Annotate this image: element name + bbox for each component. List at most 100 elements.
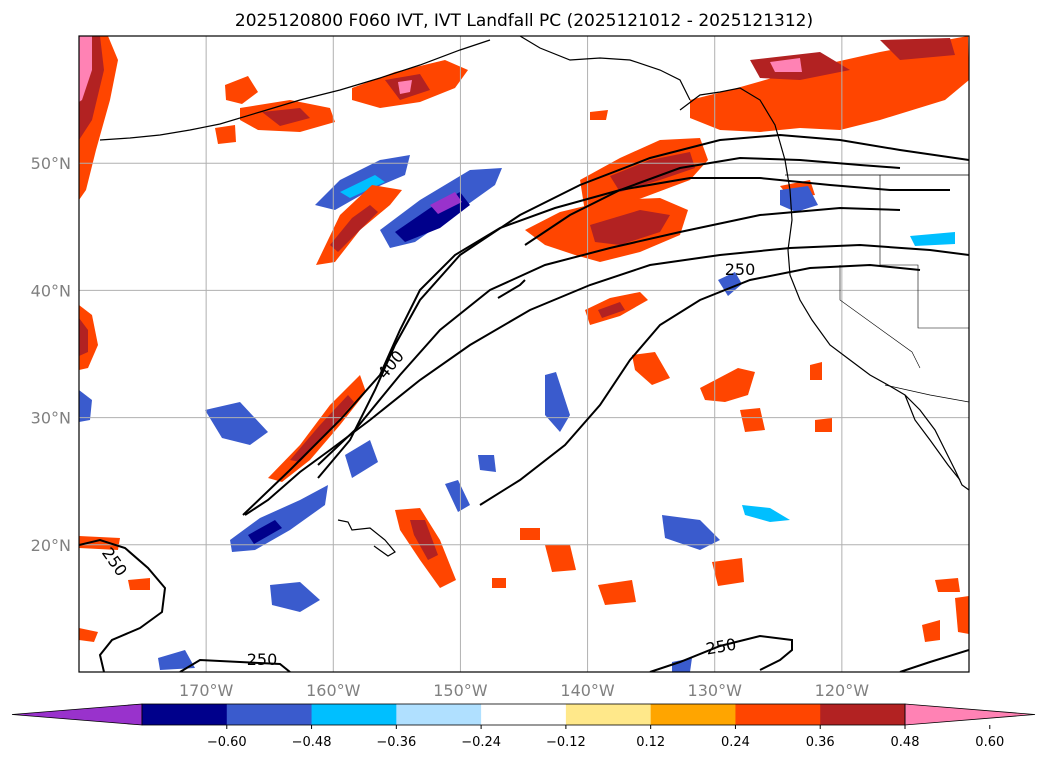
- coast-north-america: [679, 87, 969, 491]
- lon-label: 160°W: [306, 681, 361, 700]
- fill-pos-n: [128, 578, 150, 590]
- fill-nc-c3: [398, 80, 412, 94]
- fill-neg-d: [718, 272, 742, 296]
- lat-label: 20°N: [31, 536, 71, 555]
- fill-neg-f: [545, 372, 570, 432]
- lat-label: 30°N: [31, 409, 71, 428]
- colorbar-tick-label: −0.48: [292, 735, 332, 750]
- colorbar-tick-label: 0.12: [636, 735, 665, 750]
- contour-250-lower: [479, 263, 921, 506]
- fill-neg-p: [910, 232, 955, 246]
- map-frame: [78, 35, 970, 673]
- fill-left-bottom-positive: [79, 628, 98, 642]
- fill-pos-l: [955, 596, 969, 634]
- contour-400: [317, 133, 969, 479]
- fill-nc-a: [225, 76, 258, 104]
- fill-pos-b2: [290, 395, 354, 462]
- colorbar-tick-label: 0.48: [891, 735, 920, 750]
- fill-pos-j: [520, 528, 540, 540]
- fill-left-negative: [79, 390, 92, 422]
- fill-pos-d: [632, 352, 670, 385]
- colorbar-segment: [565, 704, 652, 725]
- fill-left-edge-peak: [79, 36, 92, 102]
- fill-neg-b3: [430, 192, 462, 214]
- lon-label: 130°W: [688, 681, 743, 700]
- coast-alaska-sw: [519, 36, 691, 101]
- fill-neg-j2: [248, 520, 282, 544]
- fill-neg-m: [742, 505, 790, 522]
- fill-neg-i: [345, 440, 378, 478]
- map-panel: 400 250 250 250 250: [79, 36, 969, 672]
- colorbar-tick-label: −0.12: [546, 735, 586, 750]
- fill-neg-g: [478, 455, 496, 472]
- coast-hawaii: [337, 519, 396, 557]
- lat-label: 40°N: [31, 281, 71, 300]
- contour-250-se: [649, 634, 793, 672]
- fill-ar-lower-high: [598, 302, 625, 318]
- contour-250-outer-top: [524, 156, 901, 246]
- colorbar-segment: [650, 704, 736, 725]
- contour-250-se-right: [899, 649, 969, 672]
- colorbar-segment: [735, 704, 821, 725]
- latitude-labels: 50°N 40°N 30°N 20°N: [31, 154, 71, 555]
- contour-250-upper: [242, 177, 950, 516]
- fill-pos-m: [935, 578, 960, 592]
- coastlines: [99, 36, 969, 557]
- lon-label: 140°W: [560, 681, 615, 700]
- fill-left-mid-high: [79, 318, 88, 356]
- coast-border-mx: [884, 384, 969, 403]
- fill-nc-b2: [262, 108, 310, 126]
- fill-neg-e: [205, 402, 268, 445]
- coast-aleutians: [99, 39, 491, 141]
- contour-250-tail: [497, 279, 526, 299]
- fill-pos-a2: [330, 205, 378, 252]
- lon-label: 120°W: [815, 681, 870, 700]
- fill-pos-o: [815, 418, 832, 432]
- fill-ar-middle-high: [590, 210, 670, 245]
- contour-250-main: [244, 243, 969, 516]
- colorbar-tick-label: −0.36: [376, 735, 416, 750]
- fill-pos-g: [545, 545, 576, 572]
- colorbar: −0.60 −0.48 −0.36 −0.24 −0.12 0.12 0.24 0.36 0.4…: [11, 703, 1036, 750]
- fill-pos-q: [492, 578, 506, 588]
- figure-title: 2025120800 F060 IVT, IVT Landfall PC (20…: [235, 11, 813, 31]
- fill-nc-e: [590, 110, 608, 120]
- fill-ne-band-high2: [880, 38, 955, 60]
- fill-neg-c: [780, 186, 818, 212]
- fill-neg-o: [672, 658, 692, 672]
- coast-state-2: [839, 265, 921, 369]
- colorbar-segment: [226, 704, 313, 725]
- coast-state-1: [879, 175, 969, 329]
- fill-pos-f: [740, 408, 765, 432]
- longitude-labels: 170°W 160°W 150°W 140°W 130°W 120°W: [179, 681, 869, 700]
- contour-label-250-south: 250: [247, 650, 278, 669]
- colorbar-extend-high: [904, 703, 1036, 726]
- colorbar-tick-label: −0.60: [207, 735, 247, 750]
- colorbar-outline: [141, 703, 906, 726]
- colorbar-extend-low: [11, 703, 143, 726]
- coast-baja: [904, 394, 961, 481]
- fill-pos-c2: [410, 520, 438, 560]
- pc-fill-regions: [79, 36, 969, 672]
- fill-nc-d: [215, 125, 236, 144]
- contour-400-inner: [317, 206, 901, 466]
- lon-label: 150°W: [433, 681, 488, 700]
- fill-pos-i: [712, 558, 744, 586]
- fill-ne-band-peak: [770, 58, 802, 72]
- fill-pos-h: [598, 580, 636, 605]
- lat-label: 50°N: [31, 154, 71, 173]
- contour-250-sw: [79, 538, 167, 672]
- colorbar-segment: [396, 704, 482, 725]
- lon-label: 170°W: [179, 681, 234, 700]
- colorbar-segment: [481, 704, 567, 725]
- colorbar-segment: [311, 704, 397, 725]
- fill-neg-l: [662, 515, 720, 550]
- fill-neg-h: [445, 480, 470, 512]
- fill-neg-a2: [340, 175, 385, 198]
- colorbar-tick-label: 0.60: [975, 735, 1004, 750]
- colorbar-tick-label: 0.24: [721, 735, 750, 750]
- contour-label-250-east: 250: [725, 260, 756, 279]
- colorbar-segment: [142, 704, 228, 725]
- colorbar-tick-label: 0.36: [806, 735, 835, 750]
